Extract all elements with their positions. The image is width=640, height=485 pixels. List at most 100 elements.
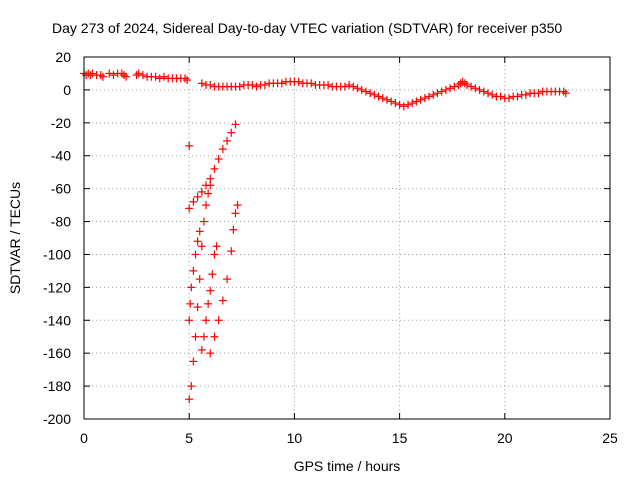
data-point [96,71,105,80]
data-point [187,283,196,292]
data-point [231,120,240,129]
data-point [193,192,202,201]
data-point [488,90,497,99]
y-tick-label: 20 [55,49,71,65]
data-point [561,89,570,98]
data-point [206,349,215,358]
data-point [345,80,354,89]
y-tick-label: -100 [43,246,71,262]
data-point [441,85,450,94]
x-tick-label: 15 [392,430,408,446]
axis-ticks: 0 5 10 15 20 25 20 0 -20 -40 -60 -80 -100 -120 -140 -16… [43,49,618,446]
data-point [185,141,194,150]
y-tick-label: 0 [63,82,71,98]
data-point [195,227,204,236]
data-point [187,382,196,391]
data-point [191,332,200,341]
data-point [420,94,429,103]
data-point [357,85,366,94]
data-point [395,100,404,109]
data-point [214,316,223,325]
data-point [134,69,143,78]
data-point [231,209,240,218]
data-point [361,87,370,96]
data-point [425,92,434,101]
data-point [387,97,396,106]
y-tick-label: -180 [43,378,71,394]
data-point [191,250,200,259]
data-point [227,128,236,137]
data-point [105,69,114,78]
data-point [479,87,488,96]
data-point [223,136,232,145]
data-point [206,286,215,295]
y-tick-label: -200 [43,411,71,427]
chart-title: Day 273 of 2024, Sidereal Day-to-day VTE… [52,20,562,36]
data-point [119,71,128,80]
grid-layer [84,57,610,419]
data-point [307,79,316,88]
data-point [189,266,198,275]
data-point [202,201,211,210]
data-point [193,237,202,246]
y-axis-title: SDTVAR / TECUs [7,182,23,294]
data-point [559,87,568,96]
data-point [199,217,208,226]
data-point [349,82,358,91]
data-point [210,250,219,259]
data-point [189,197,198,206]
data-point [471,84,480,93]
data-point [294,77,303,86]
data-point [193,303,202,312]
x-tick-label: 20 [497,430,513,446]
data-point [195,275,204,284]
data-point [204,189,213,198]
data-point [227,247,236,256]
y-tick-label: -120 [43,279,71,295]
y-tick-label: -20 [51,115,71,131]
data-point [208,270,217,279]
data-point [353,84,362,93]
data-point [429,90,438,99]
data-point [151,72,160,81]
data-point [496,92,505,101]
data-point [416,95,425,104]
x-tick-label: 5 [185,430,193,446]
data-point [483,89,492,98]
data-point [370,90,379,99]
data-point [382,95,391,104]
data-point [252,82,261,91]
data-point [155,74,164,83]
data-point [404,100,413,109]
data-point [189,357,198,366]
data-point [206,181,215,190]
data-point [235,82,244,91]
y-tick-label: -140 [43,312,71,328]
data-point [138,71,147,80]
data-point [340,82,349,91]
x-tick-label: 25 [602,430,618,446]
data-point [412,97,421,106]
data-point [206,80,215,89]
data-point [229,225,238,234]
data-point [185,204,194,213]
data-point [467,82,476,91]
y-tick-label: -40 [51,148,71,164]
data-point [378,94,387,103]
data-point [462,80,471,89]
data-point [212,242,221,251]
data-point [197,345,206,354]
data-point [199,332,208,341]
data-point [210,164,219,173]
data-point [185,395,194,404]
data-point [505,94,514,103]
data-point [218,296,227,305]
data-marks [80,69,570,404]
data-point [197,242,206,251]
data-point [214,155,223,164]
data-point [399,102,408,111]
data-point [248,80,257,89]
data-point [183,76,192,85]
